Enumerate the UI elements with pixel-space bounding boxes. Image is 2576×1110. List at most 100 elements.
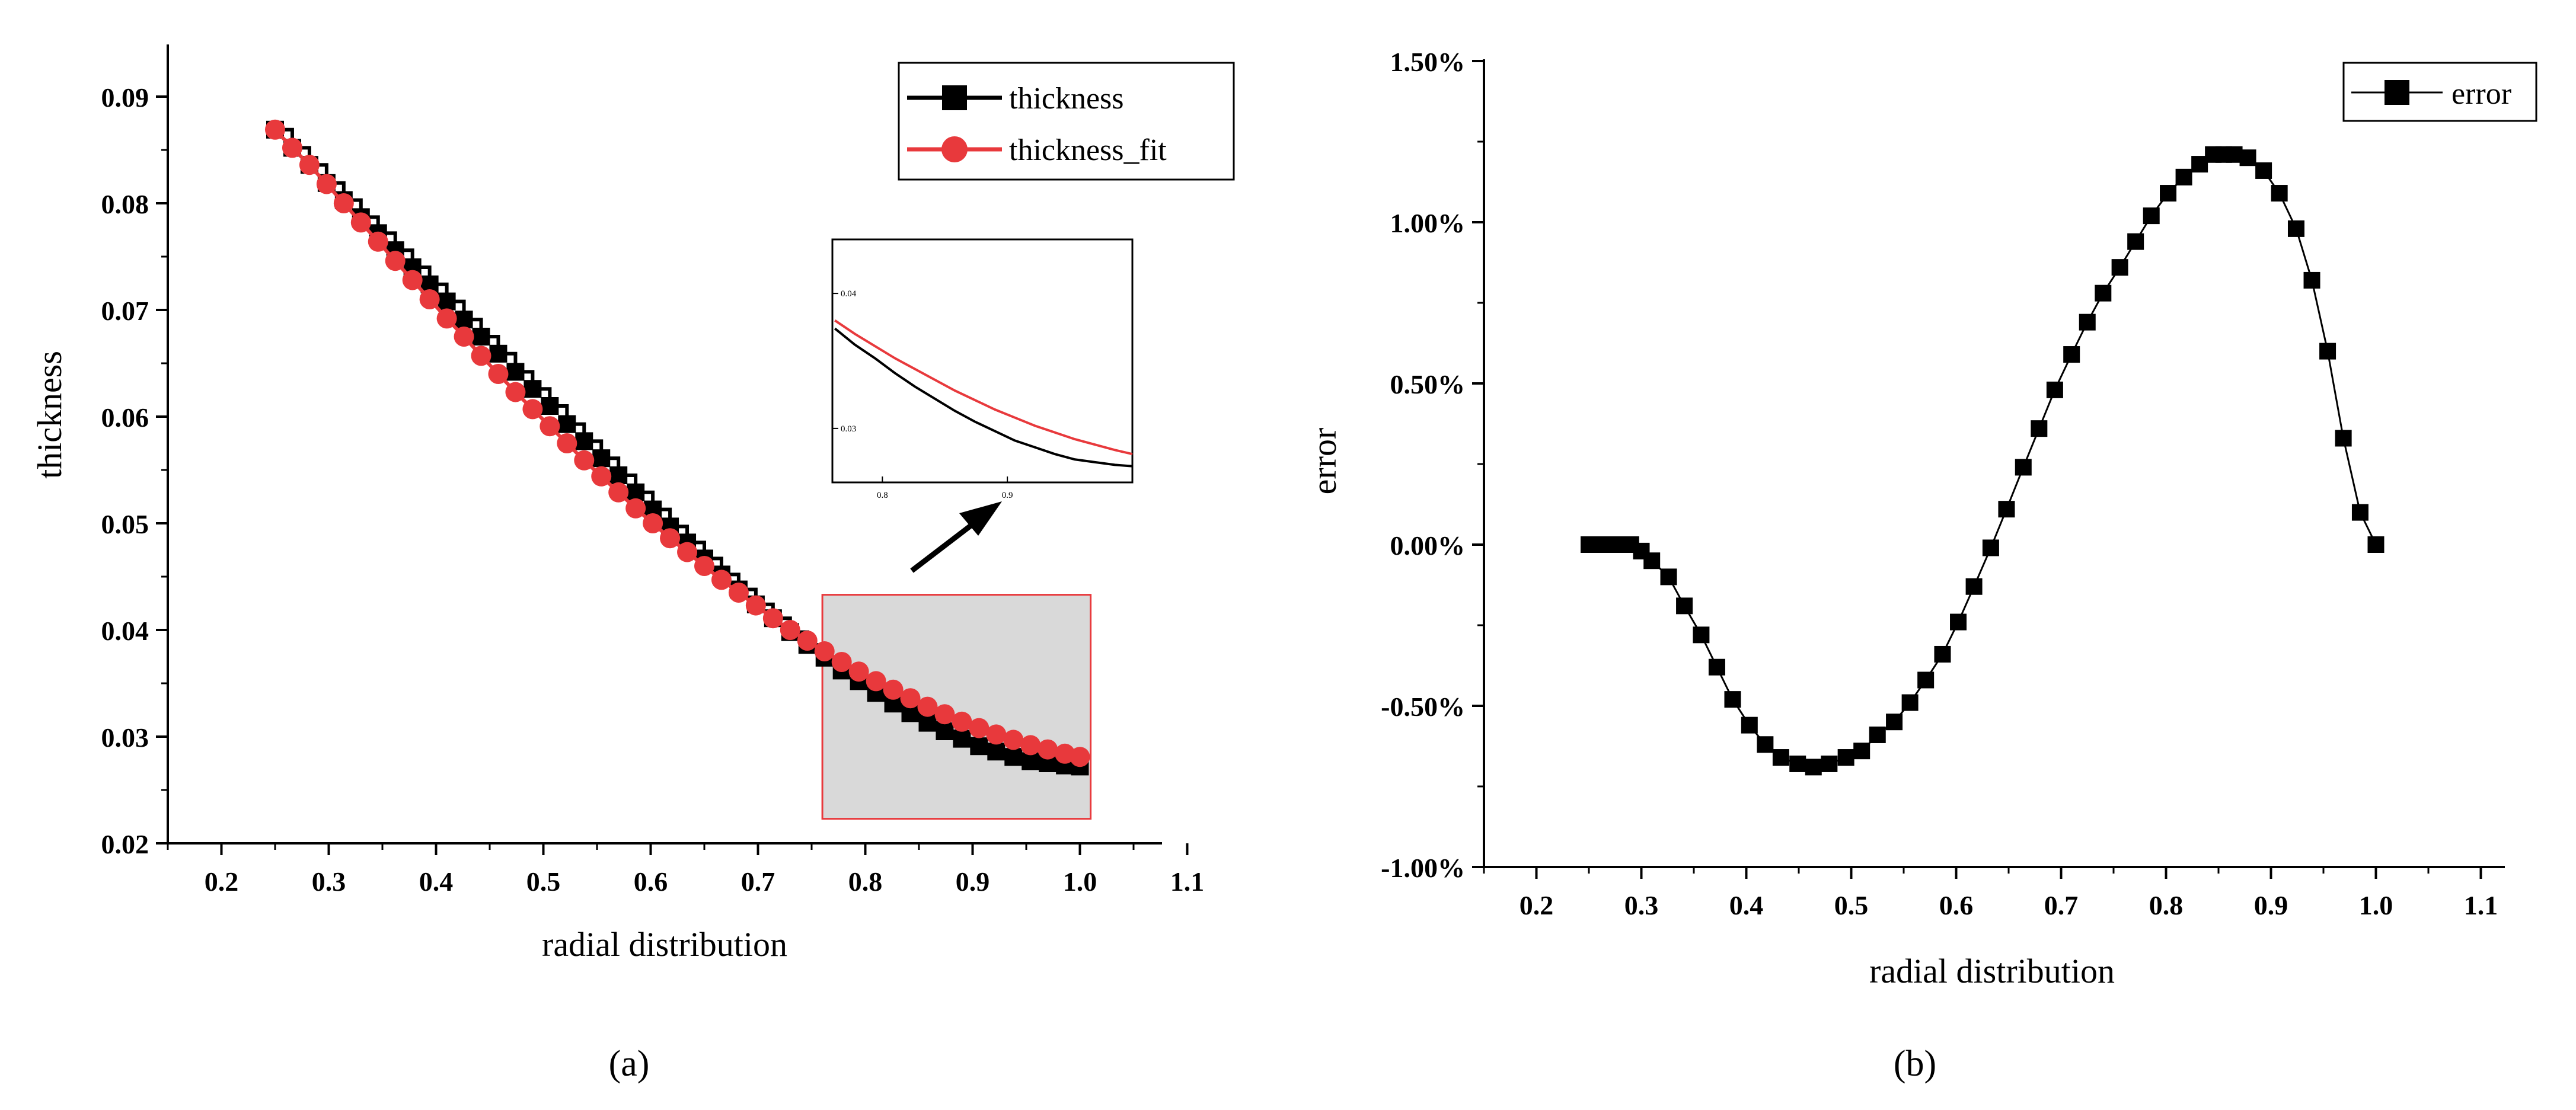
panel-a: 0.2 0.3 0.4 0.5 0.6 0.7 0.8 0.9 1.0 1.1 0.020.030… [30, 44, 1235, 1084]
data-point-error [2095, 284, 2112, 302]
data-point-thickness-fit [385, 251, 406, 271]
inset-line-thickness-fit [834, 319, 1133, 456]
data-point-error [2367, 536, 2385, 553]
x-tick-label: 0.8 [2149, 890, 2184, 920]
subfigure-label: (a) [609, 1044, 650, 1084]
data-point-error [1724, 691, 1741, 708]
x-tick-label: 0.3 [1624, 890, 1659, 920]
data-point-thickness-fit [333, 193, 354, 213]
data-point-thickness-fit [299, 155, 320, 175]
data-point-thickness-fit [780, 620, 800, 640]
series-line-error [1589, 153, 2377, 768]
data-point-error [1998, 501, 2015, 518]
data-point-thickness [438, 292, 456, 311]
data-point-thickness-fit [522, 399, 543, 420]
data-point-thickness [489, 344, 507, 363]
panel-b: 0.2 0.3 0.4 0.5 0.6 0.7 0.8 0.9 1.0 1.1 -1.00% -0.… [1305, 47, 2537, 1084]
data-point-error [2271, 185, 2288, 202]
data-point-thickness-fit [745, 595, 766, 616]
data-point-thickness-fit [454, 327, 474, 347]
data-point-error [1950, 613, 1967, 631]
data-point-thickness-fit [505, 382, 526, 402]
data-point-error [2046, 381, 2063, 398]
data-point-thickness-fit [797, 631, 818, 651]
data-point-thickness-fit [419, 289, 440, 309]
data-point-thickness-fit [488, 364, 509, 384]
data-point-thickness-fit [848, 661, 869, 682]
zoom-region-rect [821, 594, 1092, 820]
x-tick-label: 0.4 [1729, 890, 1764, 920]
data-point-thickness-fit [608, 482, 629, 503]
y-tick-label: 0.06 [101, 402, 149, 433]
data-point-error [2015, 459, 2032, 476]
x-tick-label: 0.2 [205, 866, 239, 897]
data-point-thickness-fit [831, 652, 852, 672]
data-point-error [2079, 314, 2096, 331]
legend: error [2342, 62, 2537, 122]
data-point-error [1757, 736, 1774, 753]
legend-label-thickness-fit: thickness_fit [1009, 133, 1167, 167]
inset-x-tick-label: 0.8 [877, 491, 888, 500]
data-point-thickness-fit [1070, 747, 1090, 767]
x-axis-label: radial distribution [542, 925, 787, 964]
data-point-error [2287, 220, 2304, 237]
y-tick-label: 0.50% [1390, 369, 1466, 399]
data-point-error [2255, 162, 2272, 179]
legend-label-error: error [2451, 77, 2511, 111]
data-point-error [1708, 658, 1725, 676]
x-axis-label: radial distribution [1869, 952, 2115, 990]
data-point-thickness [970, 737, 988, 756]
data-point-thickness-fit [677, 542, 698, 562]
x-ticks: 0.2 0.3 0.4 0.5 0.6 0.7 0.8 0.9 1.0 1.1 [1483, 867, 2498, 920]
y-ticks: -1.00% -0.50% 0.00% 0.50% 1.00% 1.50% [1381, 47, 1484, 883]
data-point-error [1965, 578, 1983, 595]
data-point-error [2351, 504, 2368, 521]
data-point-thickness-fit [917, 696, 938, 717]
data-point-thickness-fit [436, 308, 457, 329]
data-point-thickness-fit [866, 671, 886, 692]
x-tick-label: 0.5 [1834, 890, 1869, 920]
y-tick-label: 0.05 [101, 509, 149, 539]
zoom-arrow [910, 501, 1002, 573]
data-point-error [2175, 168, 2192, 185]
x-tick-label: 0.4 [419, 866, 454, 897]
data-point-thickness [575, 432, 593, 450]
x-tick-label: 0.5 [526, 866, 561, 897]
data-point-error [1741, 716, 1758, 734]
data-point-error [1643, 552, 1661, 570]
data-point-thickness-fit [471, 346, 491, 366]
x-tick-label: 1.1 [1170, 866, 1205, 897]
data-point-thickness [987, 743, 1005, 761]
data-point-thickness-fit [574, 450, 595, 471]
data-point-error [1805, 759, 1822, 776]
inset-line-thickness [834, 327, 1133, 468]
y-tick-label: 1.50% [1390, 47, 1466, 77]
data-point-thickness-fit [368, 231, 388, 252]
series-thickness-fit [265, 119, 1090, 767]
x-tick-label: 0.6 [634, 866, 668, 897]
x-tick-label: 0.8 [848, 866, 883, 897]
y-axis-label: thickness [30, 351, 69, 479]
x-tick-label: 0.2 [1520, 890, 1554, 920]
y-tick-label: 0.02 [101, 829, 149, 859]
data-point-thickness-fit [660, 528, 681, 549]
data-point-thickness-fit [952, 711, 972, 732]
data-point-thickness [524, 380, 542, 398]
data-point-thickness-fit [900, 688, 921, 709]
y-ticks: 0.02 0.03 0.04 0.05 0.06 0.07 0.08 0.09 [101, 82, 168, 859]
data-point-error [1693, 626, 1710, 644]
x-tick-label: 1.0 [2359, 890, 2393, 920]
data-point-error [1886, 714, 1903, 731]
data-point-error [2063, 346, 2080, 363]
x-tick-label: 0.6 [1939, 890, 1974, 920]
data-point-thickness-fit [643, 513, 663, 533]
y-tick-label: 0.08 [101, 189, 149, 219]
data-point-error [1821, 755, 1838, 772]
legend: thickness thickness_fit [898, 62, 1235, 181]
data-point-thickness-fit [557, 433, 577, 453]
data-point-error [2303, 271, 2320, 289]
data-point-thickness-fit [282, 137, 302, 158]
data-point-thickness-fit [711, 570, 732, 590]
legend-label-thickness: thickness [1009, 82, 1124, 116]
